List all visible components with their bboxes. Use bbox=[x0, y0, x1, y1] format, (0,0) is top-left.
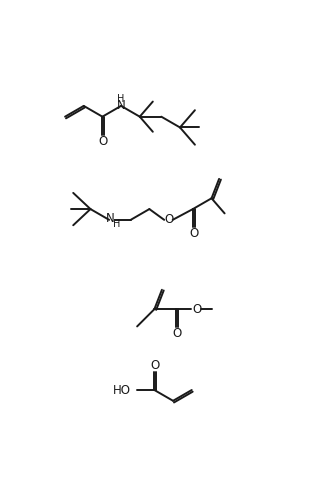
Text: O: O bbox=[151, 359, 160, 372]
Text: O: O bbox=[189, 227, 198, 240]
Text: H: H bbox=[117, 94, 125, 104]
Text: O: O bbox=[164, 214, 173, 226]
Text: H: H bbox=[113, 218, 120, 229]
Text: N: N bbox=[106, 212, 115, 225]
Text: HO: HO bbox=[113, 383, 131, 397]
Text: O: O bbox=[99, 135, 108, 148]
Text: N: N bbox=[117, 99, 126, 111]
Text: O: O bbox=[192, 302, 202, 316]
Text: O: O bbox=[172, 327, 181, 340]
